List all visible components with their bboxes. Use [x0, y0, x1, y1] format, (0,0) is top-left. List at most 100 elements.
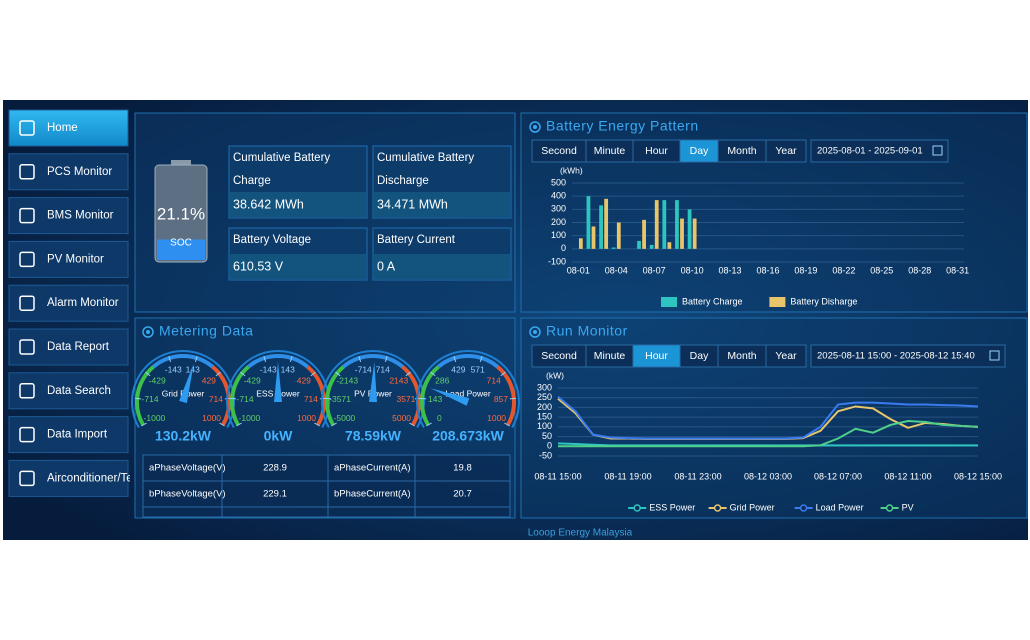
nav-label[interactable]: BMS Monitor — [47, 210, 114, 222]
gauge-tick-label: -5000 — [334, 413, 356, 423]
table-value: 19.8 — [453, 463, 472, 474]
y-tick-label: 500 — [551, 177, 566, 187]
gauge-tick-label: 1000 — [202, 413, 221, 423]
nav-icon — [19, 470, 35, 487]
time-button-label[interactable]: Second — [541, 145, 577, 157]
date-picker[interactable] — [810, 139, 949, 163]
time-button-label[interactable]: Year — [775, 350, 797, 362]
gauge-tick — [384, 355, 388, 363]
gauge-tick — [409, 422, 415, 427]
time-button-label[interactable]: Second — [541, 350, 577, 362]
nav-icon — [19, 207, 35, 224]
gauge-tick-label: 143 — [281, 365, 295, 375]
nav-label[interactable]: Home — [47, 122, 78, 134]
gauge-band — [496, 365, 516, 426]
bar — [649, 244, 654, 249]
nav-item[interactable] — [8, 459, 129, 497]
bar — [591, 226, 596, 249]
nav-label[interactable]: Airconditioner/Ten — [47, 472, 139, 484]
nav-icon — [19, 120, 35, 136]
date-range[interactable]: 2025-08-01 - 2025-09-01 — [817, 146, 923, 157]
table-label: aPhaseCurrent(A) — [334, 463, 411, 474]
card-value: 38.642 MWh — [233, 197, 304, 211]
gauge-tick-label: 2143 — [389, 376, 408, 386]
x-tick-label: 08-11 15:00 — [534, 471, 581, 481]
gauge-tick-label: -2143 — [336, 376, 358, 386]
gauge-tick — [310, 371, 316, 377]
date-range[interactable]: 2025-08-11 15:00 - 2025-08-12 15:40 — [817, 351, 975, 362]
bar — [667, 242, 672, 249]
gauge-tick-label: 714 — [209, 394, 223, 404]
gauge-tick-label: -143 — [165, 365, 182, 375]
gauge-tick — [215, 371, 221, 377]
nav-label[interactable]: Data Import — [47, 429, 108, 441]
time-button-label[interactable]: Hour — [645, 145, 668, 157]
time-button-label[interactable]: Minute — [594, 350, 626, 362]
nav-item[interactable] — [8, 109, 129, 147]
gauge-tick — [453, 355, 457, 362]
gauge-tick — [194, 355, 198, 363]
time-button[interactable] — [765, 344, 807, 368]
series-line — [558, 420, 979, 448]
date-picker[interactable] — [810, 344, 1006, 368]
nav-item[interactable] — [8, 153, 129, 191]
gauge-value: 208.673kW — [432, 428, 504, 444]
nav-item[interactable] — [8, 284, 129, 322]
y-tick-label: -100 — [548, 256, 566, 266]
nav-item[interactable] — [8, 416, 129, 454]
table-value: 20.7 — [453, 489, 472, 500]
nav-label[interactable]: PCS Monitor — [47, 166, 112, 178]
nav-icon — [19, 164, 35, 180]
nav-label[interactable]: PV Monitor — [47, 253, 104, 265]
time-button[interactable] — [765, 139, 807, 163]
gauge-tick-label: 286 — [435, 376, 449, 386]
time-button-label[interactable]: Minute — [594, 145, 626, 157]
time-button-label[interactable]: Day — [690, 145, 709, 157]
card-title: Battery Voltage — [233, 234, 311, 246]
time-button-label[interactable]: Hour — [645, 350, 668, 362]
y-tick-label: 250 — [537, 392, 552, 402]
gauge-tick — [240, 371, 246, 377]
gauge-outer — [416, 350, 520, 428]
nav-item[interactable] — [8, 197, 129, 235]
legend-label: ESS Power — [649, 502, 695, 512]
nav-item[interactable] — [8, 240, 129, 278]
gauge-tick-label: -143 — [260, 365, 277, 375]
gauge-tick — [145, 371, 151, 377]
nav-item[interactable] — [8, 372, 129, 410]
gauge-tick-label: 714 — [487, 376, 501, 386]
x-tick-label: 08-07 — [643, 265, 666, 275]
gauge-tick-label: -714 — [142, 394, 159, 404]
card-value: 34.471 MWh — [377, 197, 448, 211]
time-button-label[interactable]: Day — [690, 350, 709, 362]
x-tick-label: 08-10 — [681, 265, 704, 275]
nav-label[interactable]: Alarm Monitor — [47, 297, 119, 309]
nav-icon — [19, 295, 35, 311]
y-tick-label: 0 — [561, 243, 566, 253]
bar — [611, 247, 616, 249]
nav-label[interactable]: Data Report — [47, 341, 110, 353]
gauge-band — [152, 354, 214, 369]
gauge-band — [420, 365, 440, 426]
nav-item[interactable] — [8, 328, 129, 366]
bar — [599, 205, 603, 249]
gauge-tick-label: -429 — [149, 376, 166, 386]
soc-caption: SOC — [170, 238, 192, 249]
gauge-needle — [179, 363, 194, 404]
bar — [662, 200, 667, 249]
nav-icon — [19, 339, 35, 355]
card-value: 610.53 V — [233, 259, 284, 273]
nav-label[interactable]: Data Search — [47, 385, 111, 397]
bar — [680, 218, 684, 249]
legend-label: PV — [902, 502, 914, 512]
time-button-label[interactable]: Month — [727, 350, 756, 362]
gauge-value: 0kW — [264, 428, 294, 444]
x-tick-label: 08-12 07:00 — [814, 471, 862, 481]
time-button-label[interactable]: Year — [775, 145, 797, 157]
table-value: 229.1 — [263, 489, 287, 500]
y-tick-label: 400 — [551, 191, 566, 201]
time-button-label[interactable]: Month — [727, 145, 756, 157]
card-value-bg — [374, 254, 510, 279]
series-line — [557, 395, 979, 440]
gauge-tick-label: -429 — [244, 376, 261, 386]
